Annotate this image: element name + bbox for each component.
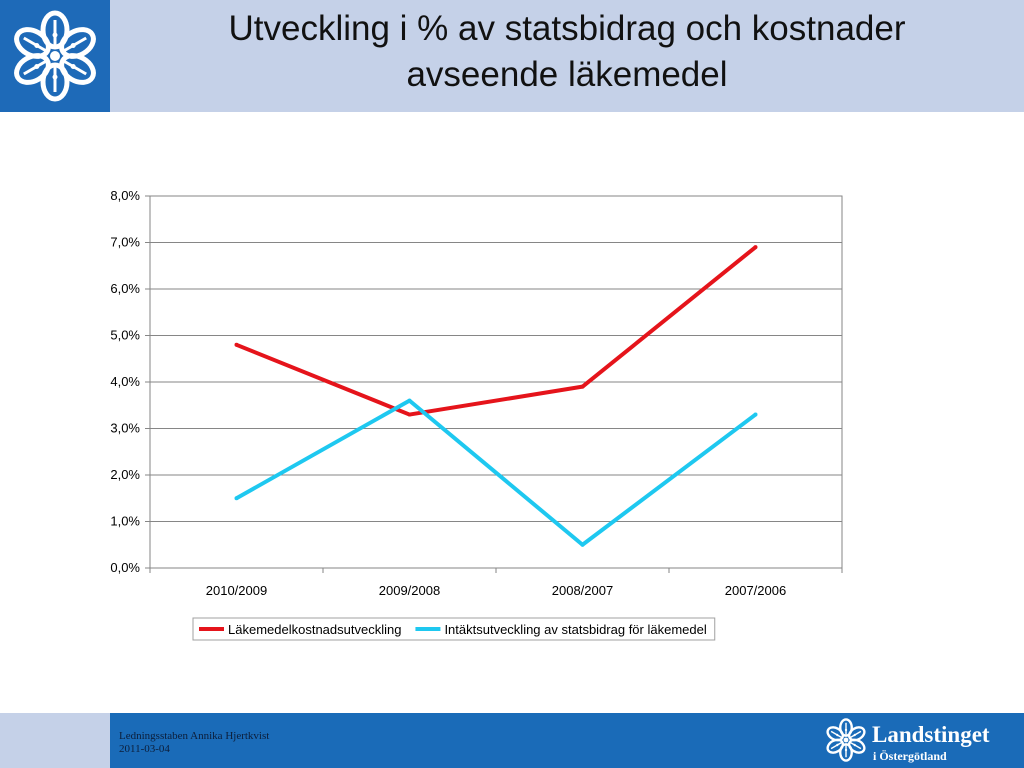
title-line-2: avseende läkemedel: [406, 55, 728, 94]
legend-label: Läkemedelkostnadsutveckling: [228, 622, 401, 637]
legend-box: [192, 617, 716, 641]
data-point: [234, 342, 239, 347]
data-point: [407, 398, 412, 403]
series-line: [235, 245, 757, 417]
gridlines: [150, 242, 842, 522]
snowflake-flower-icon: [14, 10, 96, 102]
data-point: [580, 542, 585, 547]
y-tick-label: 3,0%: [110, 421, 140, 436]
data-point: [753, 245, 758, 250]
footer-text: Ledningsstaben Annika Hjertkvist 2011-03…: [119, 730, 269, 756]
title-line-1: Utveckling i % av statsbidrag och kostna…: [228, 9, 906, 48]
y-tick-label: 6,0%: [110, 281, 140, 296]
footer-left-block: [0, 713, 110, 768]
data-point: [407, 412, 412, 417]
footer-author: Ledningsstaben Annika Hjertkvist: [119, 730, 270, 742]
footer-date: 2011-03-04: [119, 743, 170, 755]
series-line: [235, 398, 757, 547]
series-lines: [234, 245, 758, 547]
chart-legend: Läkemedelkostnadsutveckling Intäktsutveck…: [192, 617, 716, 641]
header-band: Utveckling i % av statsbidrag och kostna…: [0, 0, 1024, 112]
brand-logo: Landstinget i Östergötland: [822, 715, 1022, 767]
y-tick-label: 2,0%: [110, 467, 140, 482]
data-point: [580, 384, 585, 389]
axes: 0,0% 1,0% 2,0% 3,0% 4,0% 5,0% 6,0% 7,0% 8,0% 2010…: [110, 188, 843, 598]
logo-box: [0, 0, 110, 112]
y-tick-label: 0,0%: [110, 560, 140, 575]
x-tick-label: 2008/2007: [552, 583, 613, 598]
data-point: [753, 412, 758, 417]
page-title: Utveckling i % av statsbidrag och kostna…: [110, 6, 1024, 98]
y-tick-label: 4,0%: [110, 374, 140, 389]
data-point: [234, 496, 239, 501]
y-tick-label: 7,0%: [110, 235, 140, 250]
brand-flower-icon: [826, 718, 866, 762]
brand-subtitle: i Östergötland: [873, 749, 947, 763]
x-tick-label: 2009/2008: [379, 583, 440, 598]
x-tick-label: 2010/2009: [206, 583, 267, 598]
footer-band: Ledningsstaben Annika Hjertkvist 2011-03…: [0, 713, 1024, 768]
y-tick-label: 1,0%: [110, 514, 140, 529]
y-tick-label: 8,0%: [110, 188, 140, 203]
x-tick-label: 2007/2006: [725, 583, 786, 598]
legend-label: Intäktsutveckling av statsbidrag för läk…: [444, 622, 706, 637]
y-tick-label: 5,0%: [110, 328, 140, 343]
brand-name: Landstinget: [872, 722, 990, 747]
